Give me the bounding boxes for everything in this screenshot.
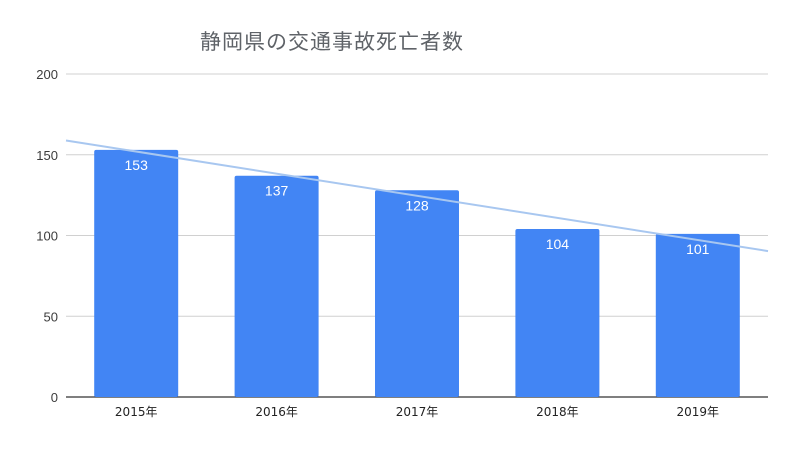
y-tick-label: 0: [51, 390, 58, 405]
x-tick-label: 2015年: [115, 405, 158, 419]
x-tick-label: 2018年: [536, 405, 579, 419]
chart-title: 静岡県の交通事故死亡者数: [200, 30, 464, 54]
y-tick-label: 100: [36, 229, 58, 244]
y-tick-label: 150: [36, 148, 58, 163]
data-label: 101: [686, 241, 710, 257]
bar: [515, 229, 600, 397]
trendline: [65, 139, 769, 253]
bar: [234, 175, 319, 397]
bar: [655, 233, 740, 397]
x-tick-label: 2016年: [255, 405, 298, 419]
x-tick-label: 2019年: [677, 405, 720, 419]
bar: [375, 190, 459, 397]
data-label: 153: [125, 157, 149, 173]
data-label: 128: [405, 197, 429, 213]
x-tick-label: 2017年: [396, 405, 439, 419]
y-tick-label: 200: [36, 67, 58, 82]
data-label: 137: [265, 183, 289, 199]
bar: [94, 149, 179, 397]
data-label: 104: [546, 236, 570, 252]
y-tick-label: 50: [44, 309, 58, 324]
